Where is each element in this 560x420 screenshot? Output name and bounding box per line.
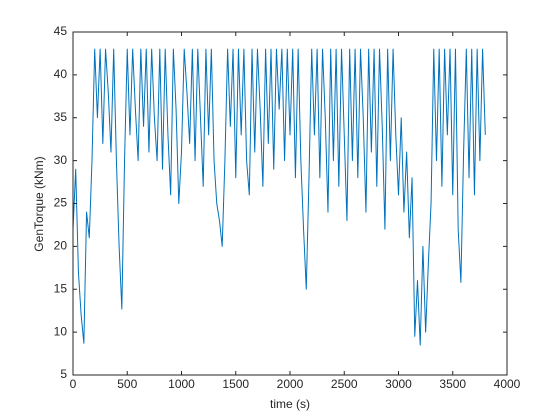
x-tick-label: 0 bbox=[70, 377, 77, 391]
y-tick-label: 35 bbox=[54, 110, 68, 124]
x-tick-label: 2500 bbox=[331, 377, 358, 391]
y-tick-label: 25 bbox=[54, 196, 68, 210]
x-tick-label: 500 bbox=[117, 377, 137, 391]
y-tick-label: 15 bbox=[54, 281, 68, 295]
data-line bbox=[72, 48, 486, 346]
x-tick-label: 1000 bbox=[168, 377, 195, 391]
x-axis-label: time (s) bbox=[270, 397, 310, 411]
y-tick-label: 10 bbox=[54, 324, 68, 338]
y-tick-label: 45 bbox=[54, 24, 68, 38]
x-tick-label: 4000 bbox=[494, 377, 521, 391]
x-tick-label: 3000 bbox=[385, 377, 412, 391]
x-tick-label: 1500 bbox=[222, 377, 249, 391]
x-tick-label: 3500 bbox=[439, 377, 466, 391]
y-tick-label: 20 bbox=[54, 239, 68, 253]
y-tick-label: 30 bbox=[54, 153, 68, 167]
y-tick-label: 40 bbox=[54, 67, 68, 81]
y-axis-label: GenTorque (kNm) bbox=[32, 156, 46, 251]
y-tick-label: 5 bbox=[60, 367, 67, 381]
x-tick-label: 2000 bbox=[277, 377, 304, 391]
